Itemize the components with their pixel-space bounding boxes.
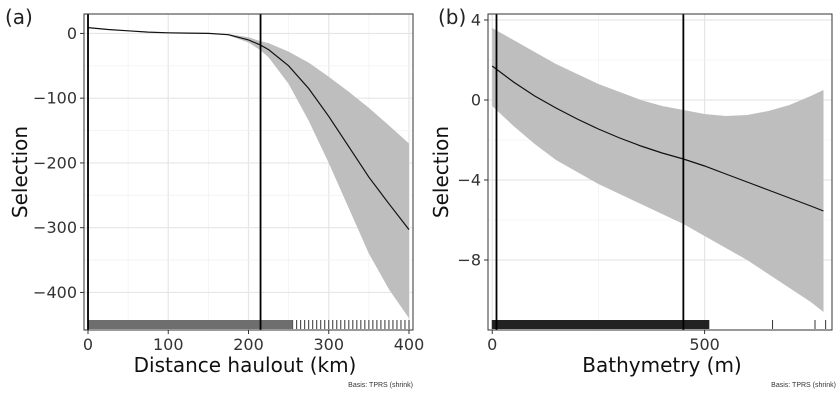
panel-border <box>487 13 833 331</box>
y-tick-label: −4 <box>457 171 481 190</box>
x-axis-title: Distance haulout (km) <box>134 353 357 377</box>
x-tick-label: 100 <box>153 335 184 354</box>
y-tick-label: 0 <box>67 24 77 43</box>
smooth-line <box>87 27 410 230</box>
x-tick-label: 400 <box>394 335 425 354</box>
x-tick-label: 500 <box>689 335 720 354</box>
x-axis-title: Bathymetry (m) <box>582 353 741 377</box>
panel-a: 0 100 200 300 400 0 −100 −200 −300 −400 Distance h… <box>5 5 424 389</box>
smooth-line <box>491 65 824 212</box>
basis-caption: Basis: TPRS (shrink) <box>348 382 413 389</box>
x-tick-label: 0 <box>487 335 497 354</box>
y-tick-label: 4 <box>471 11 481 30</box>
x-tick-label: 200 <box>233 335 264 354</box>
grid <box>84 14 413 330</box>
panel-label: (a) <box>5 5 33 29</box>
x-tick-label: 300 <box>313 335 344 354</box>
confidence-ribbon <box>88 27 409 319</box>
y-axis-title: Selection <box>429 126 453 218</box>
confidence-ribbon <box>492 28 824 312</box>
y-tick-label: −300 <box>33 218 77 237</box>
y-tick-label: −100 <box>33 89 77 108</box>
x-tick-label: 0 <box>83 335 93 354</box>
y-tick-label: −200 <box>33 153 77 172</box>
y-tick-label: 0 <box>471 91 481 110</box>
y-tick-label: −400 <box>33 283 77 302</box>
y-axis-title: Selection <box>8 126 32 218</box>
rug-band <box>492 320 709 329</box>
panel-label: (b) <box>438 5 466 29</box>
rug-band <box>88 320 293 329</box>
basis-caption: Basis: TPRS (shrink) <box>771 382 836 389</box>
panel-b: 0 500 4 0 −4 −8 Bathymetry (m) Selection (b) Basi… <box>429 5 836 389</box>
y-tick-label: −8 <box>457 251 481 270</box>
